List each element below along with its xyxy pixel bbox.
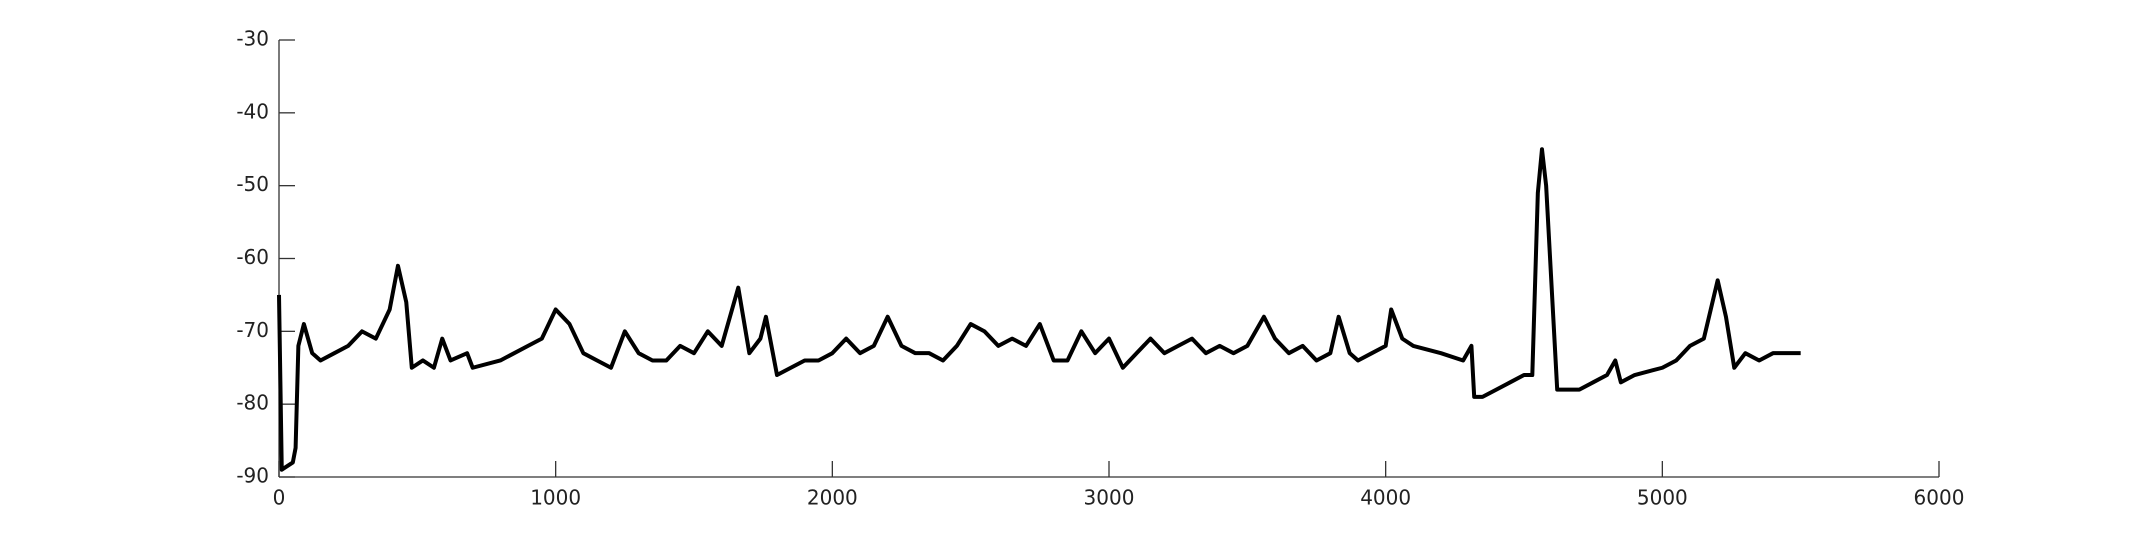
- x-tick-label: 1000: [530, 486, 581, 510]
- x-tick-label: 2000: [807, 486, 858, 510]
- y-tick-label: -50: [236, 172, 269, 196]
- y-tick-label: -70: [236, 318, 269, 342]
- x-tick-label: 6000: [1914, 486, 1965, 510]
- x-tick-label: 0: [273, 486, 286, 510]
- data-line: [277, 147, 1801, 472]
- x-tick-label: 5000: [1637, 486, 1688, 510]
- y-tick-label: -80: [236, 391, 269, 415]
- x-tick-label: 4000: [1360, 486, 1411, 510]
- y-tick-label: -30: [236, 27, 269, 51]
- x-tick-label: 3000: [1084, 486, 1135, 510]
- y-tick-label: -40: [236, 99, 269, 123]
- y-tick-label: -90: [236, 464, 269, 488]
- y-tick-label: -60: [236, 245, 269, 269]
